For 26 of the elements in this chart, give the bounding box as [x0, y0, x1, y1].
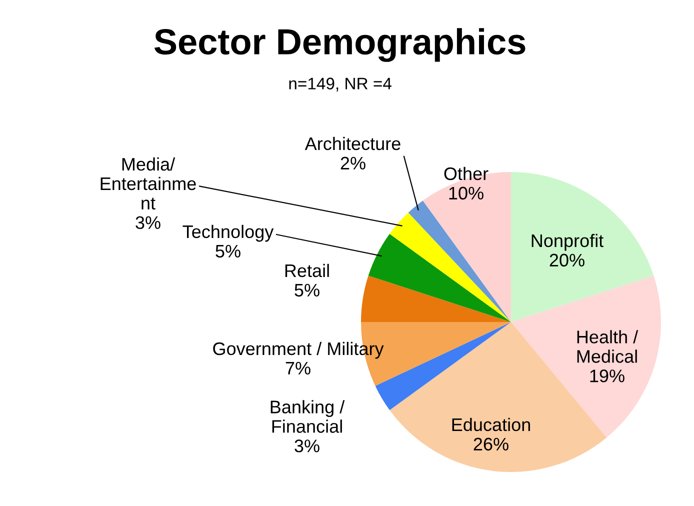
data-label: 19%	[590, 370, 624, 382]
chart-subtitle: n=149, NR =4	[289, 78, 392, 92]
pie-slice	[361, 276, 511, 322]
data-label: 3%	[294, 440, 320, 452]
data-label: 26%	[474, 438, 508, 451]
slice-label: Media/ Entertainme nt	[100, 157, 196, 210]
data-label: 7%	[286, 362, 310, 374]
data-label: 2%	[340, 156, 366, 170]
slice-label: Nonprofit	[532, 234, 604, 251]
slice-label: Architecture	[304, 136, 400, 150]
slice-label: Education	[452, 418, 530, 432]
slice-label: Technology	[182, 224, 274, 242]
chart-title: Sector Demographics	[154, 28, 526, 62]
slice-label: Other	[444, 166, 488, 180]
data-label: 20%	[550, 254, 584, 267]
data-label: 5%	[294, 284, 320, 297]
pie-slice	[511, 172, 654, 322]
pie-slice	[390, 212, 511, 322]
pie-slice	[408, 200, 511, 322]
slice-label: Health / Medical	[577, 330, 638, 363]
slice-label: Retail	[285, 264, 329, 278]
pie-slice	[368, 234, 511, 322]
slice-label: Banking / Financial	[270, 400, 345, 433]
data-label: 3%	[136, 216, 160, 230]
data-label: 5%	[216, 244, 240, 258]
data-label: 10%	[449, 186, 484, 200]
